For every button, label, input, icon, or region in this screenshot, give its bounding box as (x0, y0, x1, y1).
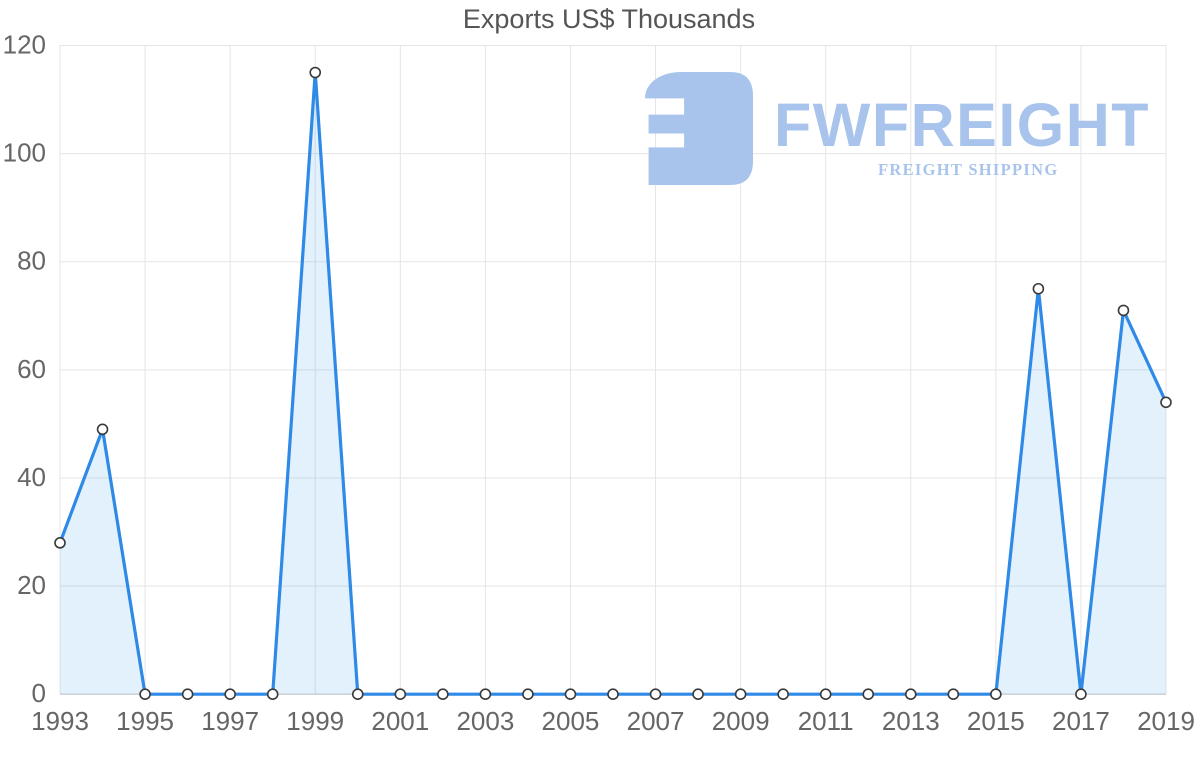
svg-text:2009: 2009 (712, 706, 770, 736)
svg-text:2001: 2001 (371, 706, 429, 736)
svg-text:2005: 2005 (542, 706, 600, 736)
svg-text:60: 60 (17, 354, 46, 384)
svg-text:2015: 2015 (967, 706, 1025, 736)
svg-text:20: 20 (17, 570, 46, 600)
svg-text:1997: 1997 (201, 706, 259, 736)
svg-text:1999: 1999 (286, 706, 344, 736)
svg-text:0: 0 (32, 678, 46, 708)
svg-text:1993: 1993 (31, 706, 89, 736)
svg-text:2003: 2003 (456, 706, 514, 736)
svg-text:80: 80 (17, 246, 46, 276)
svg-text:2019: 2019 (1137, 706, 1195, 736)
svg-text:1995: 1995 (116, 706, 174, 736)
svg-text:2013: 2013 (882, 706, 940, 736)
svg-text:2017: 2017 (1052, 706, 1110, 736)
svg-text:2007: 2007 (627, 706, 685, 736)
svg-text:100: 100 (3, 138, 46, 168)
svg-text:40: 40 (17, 462, 46, 492)
svg-text:2011: 2011 (798, 706, 854, 736)
